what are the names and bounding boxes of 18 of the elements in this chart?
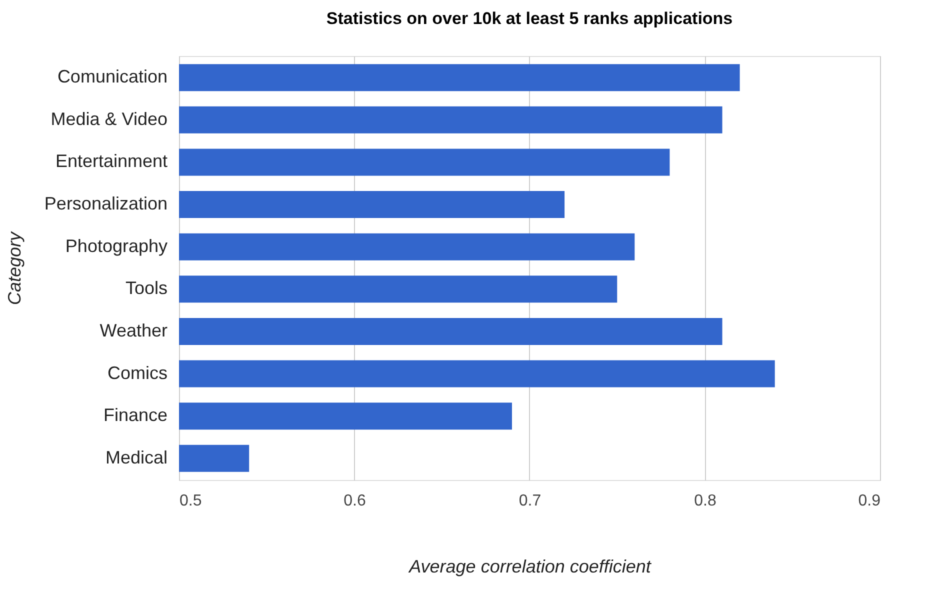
x-tick-label: 0.8 [694, 492, 716, 510]
y-tick-label: Comics [107, 362, 168, 383]
x-axis-title: Average correlation coefficient [408, 556, 652, 576]
y-tick-label: Medical [105, 447, 168, 468]
y-axis-title: Category [4, 230, 24, 306]
y-tick-label: Photography [65, 236, 168, 256]
y-tick-label: Entertainment [55, 151, 168, 172]
x-tick-label: 0.7 [518, 492, 542, 510]
y-tick-label: Weather [100, 320, 168, 340]
y-tick-label: Media & Video [50, 108, 168, 129]
y-tick-label: Finance [103, 405, 168, 426]
y-tick-label: Personalization [44, 194, 168, 214]
x-tick-label: 0.5 [180, 492, 202, 510]
x-tick-label: 0.6 [344, 492, 366, 510]
x-tick-label: 0.9 [858, 492, 881, 510]
y-tick-label: Tools [125, 278, 168, 298]
y-tick-label: Comunication [57, 66, 168, 87]
chart-title: Statistics on over 10k at least 5 ranks applications [326, 9, 733, 28]
